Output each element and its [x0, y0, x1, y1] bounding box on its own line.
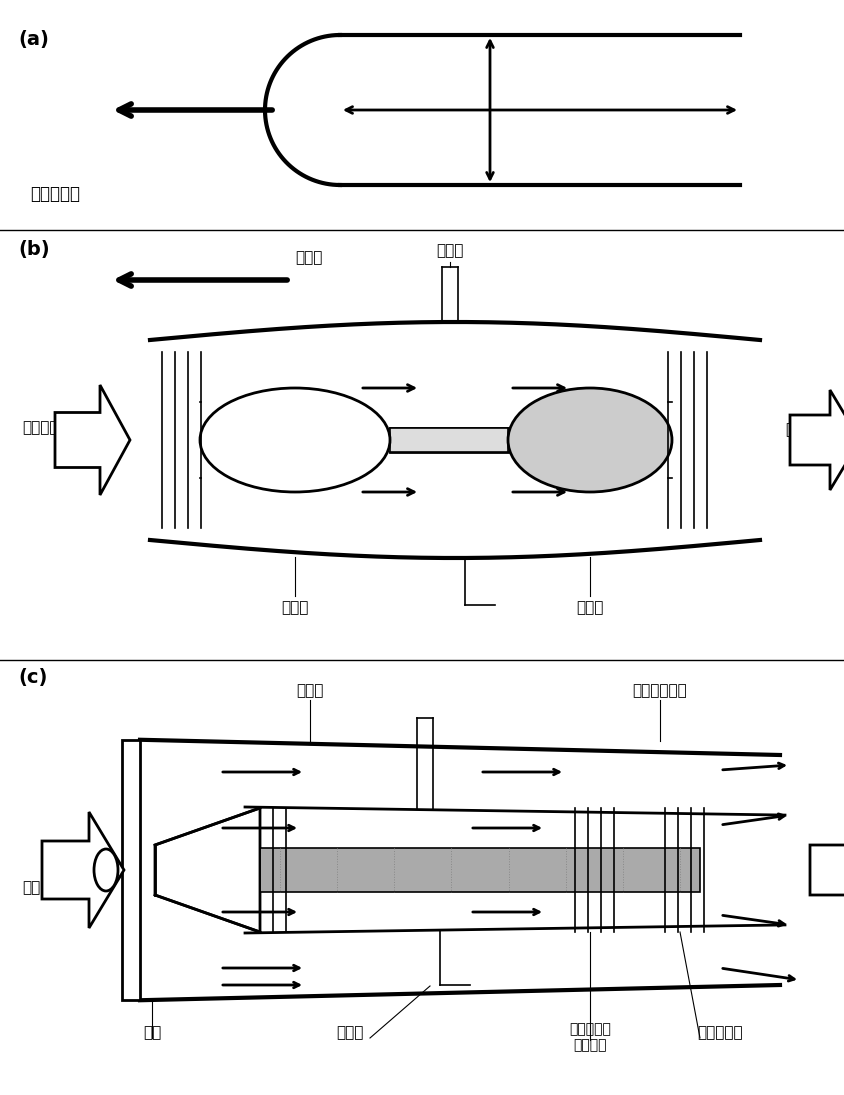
Polygon shape	[42, 812, 124, 927]
Text: 风扇: 风扇	[143, 1025, 161, 1040]
Text: (b): (b)	[18, 240, 50, 260]
Text: 向前推进力: 向前推进力	[30, 185, 80, 203]
Bar	[122, 740, 140, 1000]
Text: 流入空气: 流入空气	[22, 420, 58, 435]
Polygon shape	[155, 808, 260, 932]
Text: 压缩的冷空气: 压缩的冷空气	[633, 683, 687, 698]
Polygon shape	[790, 390, 844, 489]
Text: 风扇涡轮机: 风扇涡轮机	[697, 1025, 743, 1040]
Bar	[260, 848, 700, 892]
Text: 推进力: 推进力	[295, 250, 322, 265]
Ellipse shape	[200, 388, 390, 492]
Text: 喷出气流: 喷出气流	[786, 423, 822, 438]
Text: 热气: 热气	[840, 863, 844, 877]
Text: 旁通管: 旁通管	[336, 1025, 364, 1040]
Ellipse shape	[508, 388, 672, 492]
Text: 涡轮机: 涡轮机	[576, 600, 603, 615]
Bar	[390, 428, 508, 452]
Text: 压缩机: 压缩机	[281, 600, 309, 615]
Ellipse shape	[94, 849, 118, 891]
Text: 压缩机: 压缩机	[296, 683, 324, 698]
Polygon shape	[810, 820, 844, 920]
Text: (a): (a)	[18, 30, 49, 49]
Text: 流入空气: 流入空气	[22, 880, 58, 895]
Text: (c): (c)	[18, 668, 47, 687]
Polygon shape	[55, 385, 130, 495]
Text: 燃烧室: 燃烧室	[436, 243, 463, 258]
Text: 驱动压缩机
的涡轮机: 驱动压缩机 的涡轮机	[569, 1022, 611, 1052]
